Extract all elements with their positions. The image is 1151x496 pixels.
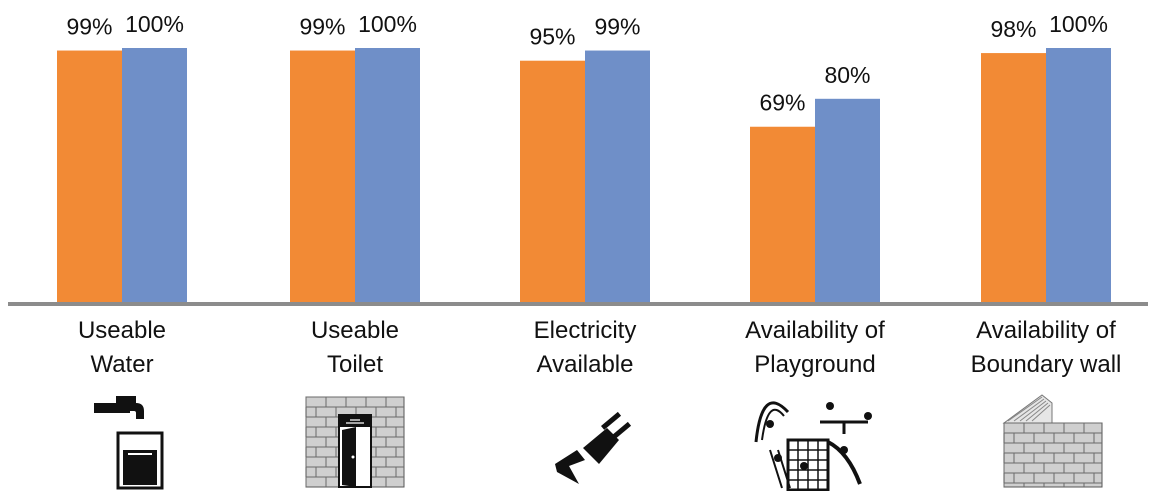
value-label-s0-c0: 99% [66,14,112,40]
electric-plug-lightning-icon [555,411,632,484]
bar-s1-c1 [355,48,420,302]
bar-s0-c3 [750,126,815,303]
category-labels-layer: Useable Water Useable Toilet Electricity Avai… [78,317,1121,378]
bar-s1-c3 [815,98,880,302]
bar-s1-c2 [585,50,650,302]
bar-s0-c2 [520,60,585,303]
category-label-3-line-0: Availability of [745,317,885,344]
category-label-2-line-1: Available [537,351,634,378]
bar-s1-c0 [122,48,187,302]
boundary-brick-wall-icon [1002,394,1103,488]
category-label-2-line-0: Electricity [534,317,637,344]
playground-children-icon [754,401,872,492]
category-label-4-line-0: Availability of [976,317,1116,344]
category-label-4-line-1: Boundary wall [971,351,1122,378]
category-label-3-line-1: Playground [754,351,875,378]
bar-s0-c4 [981,53,1046,302]
value-label-s1-c0: 100% [125,11,184,37]
value-labels-layer: 99% 100% 99% 100% 95% 99% 69% 80% 98% 100% [66,11,1107,116]
value-label-s1-c4: 100% [1049,11,1108,37]
category-label-1-line-0: Useable [311,317,399,344]
category-label-1-line-1: Toilet [327,351,383,378]
value-label-s0-c2: 95% [529,24,575,50]
value-label-s1-c1: 100% [358,11,417,37]
value-label-s0-c4: 98% [990,16,1036,42]
bar-s0-c0 [57,50,122,302]
category-label-0-line-0: Useable [78,317,166,344]
value-label-s0-c1: 99% [299,14,345,40]
bar-s1-c4 [1046,48,1111,302]
toilet-door-brick-wall-icon [305,396,405,488]
water-tap-glass-icon [94,396,164,490]
value-label-s0-c3: 69% [759,90,805,116]
bars-layer [57,48,1111,303]
value-label-s1-c3: 80% [824,62,870,88]
bar-s0-c1 [290,50,355,302]
value-label-s1-c2: 99% [594,14,640,40]
category-label-0-line-1: Water [90,351,153,378]
